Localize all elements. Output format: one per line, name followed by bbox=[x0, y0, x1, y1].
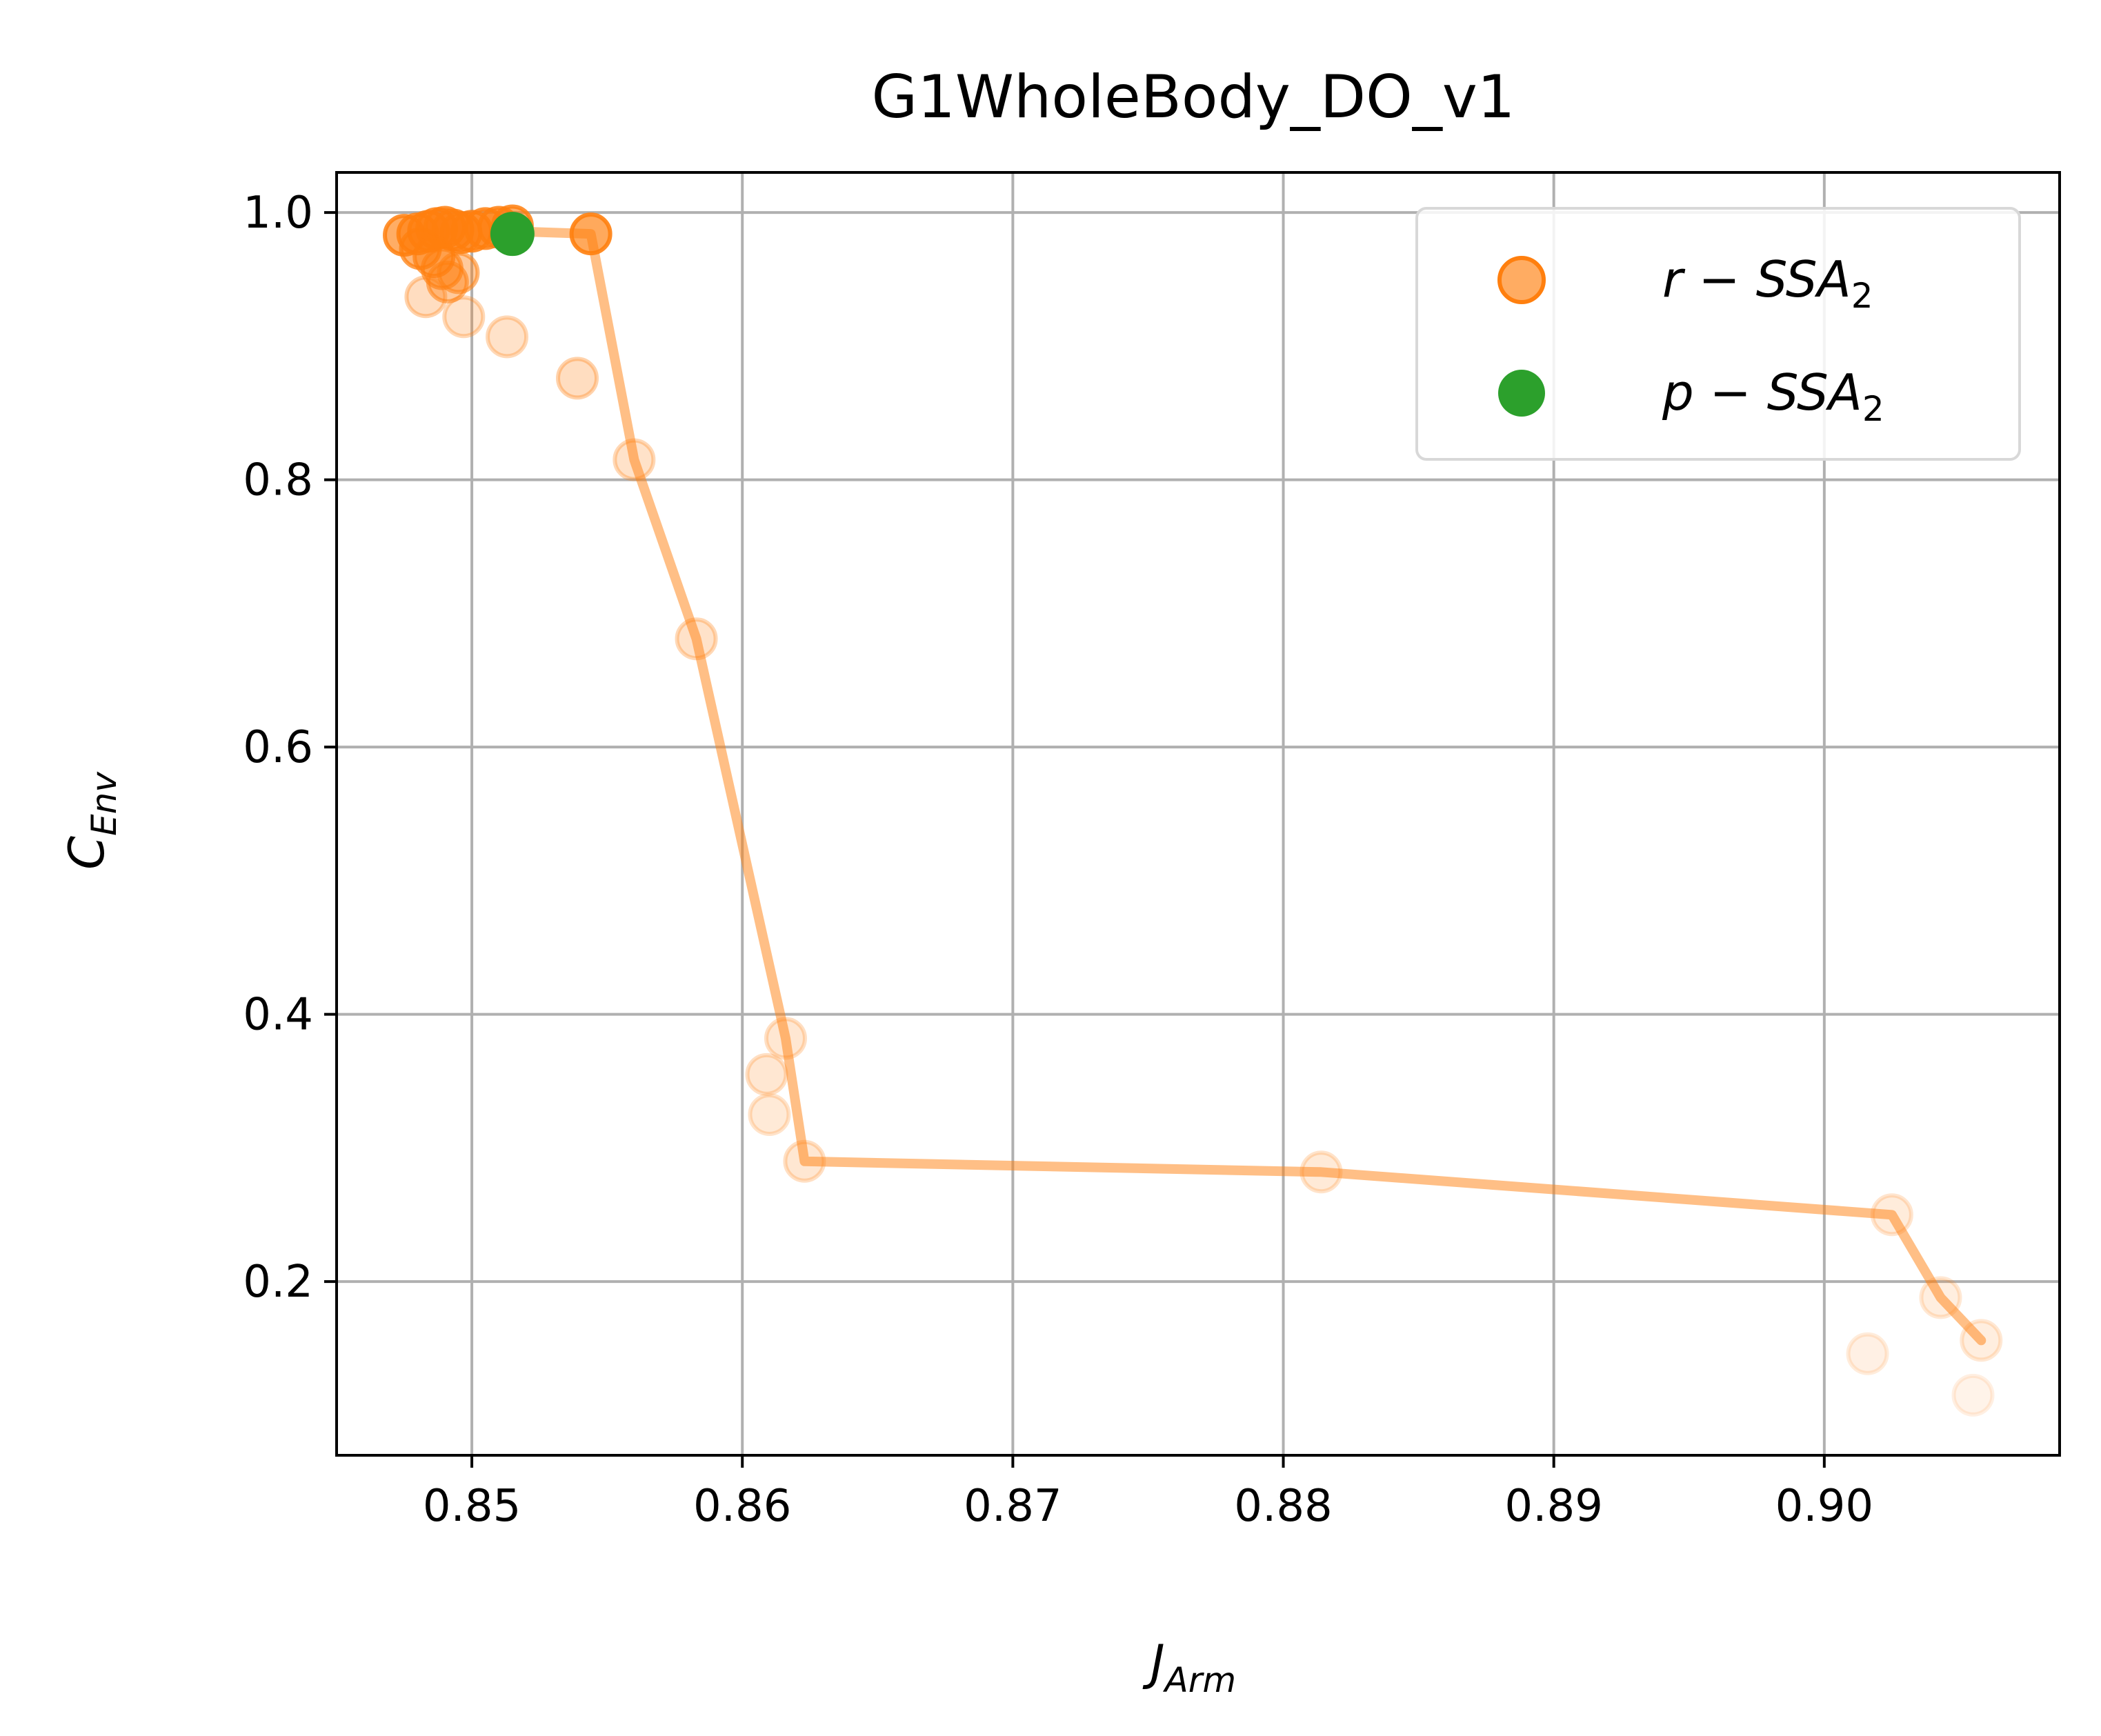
y-tick-label: 0.2 bbox=[243, 1257, 313, 1308]
x-tick-label: 0.87 bbox=[964, 1481, 1062, 1532]
x-axis-label-sub: Arm bbox=[1163, 1660, 1236, 1700]
x-tick-label: 0.88 bbox=[1234, 1481, 1333, 1532]
legend-label-r-ssa: r − SSA2 bbox=[1662, 250, 1873, 316]
legend-label-p-ssa: p − SSA2 bbox=[1662, 363, 1884, 429]
r-ssa-point bbox=[613, 438, 656, 481]
data-points bbox=[383, 204, 2003, 1417]
r-ssa-point bbox=[1919, 1276, 1962, 1319]
x-tick-label: 0.89 bbox=[1504, 1481, 1603, 1532]
r-ssa-point bbox=[1870, 1193, 1913, 1237]
r-ssa-point bbox=[1846, 1332, 1889, 1375]
y-axis-label-main: C bbox=[59, 836, 115, 870]
r-ssa-point bbox=[1951, 1373, 1995, 1417]
pareto-front-path bbox=[507, 226, 1987, 1346]
y-tick-label: 1.0 bbox=[243, 188, 313, 239]
legend-box bbox=[1415, 207, 2021, 461]
r-ssa-point bbox=[442, 295, 486, 339]
r-ssa-point bbox=[569, 212, 613, 256]
legend-marker-p-ssa bbox=[1498, 370, 1545, 417]
legend: r − SSA2 p − SSA2 bbox=[1415, 207, 2021, 461]
r-ssa-point bbox=[783, 1139, 826, 1183]
y-tick-label: 0.8 bbox=[243, 455, 313, 506]
p-ssa-point bbox=[490, 212, 535, 257]
r-ssa-point bbox=[437, 251, 480, 295]
x-tick-label: 0.85 bbox=[423, 1481, 521, 1532]
x-tick-label: 0.86 bbox=[693, 1481, 792, 1532]
legend-label-r-ssa-sub: 2 bbox=[1851, 276, 1873, 316]
y-tick-label: 0.4 bbox=[243, 990, 313, 1041]
r-ssa-point bbox=[556, 357, 599, 400]
legend-item-p-ssa: p − SSA2 bbox=[1498, 363, 1884, 429]
pareto-front-line bbox=[507, 226, 1987, 1346]
y-axis-label-sub: Env bbox=[84, 771, 124, 836]
legend-item-r-ssa: r − SSA2 bbox=[1497, 250, 1873, 316]
chart-title: G1WholeBody_DO_v1 bbox=[872, 63, 1515, 132]
y-axis-label: CEnv bbox=[59, 771, 124, 870]
r-ssa-point bbox=[745, 1052, 788, 1096]
r-ssa-point bbox=[1300, 1150, 1343, 1194]
r-ssa-point bbox=[675, 617, 718, 661]
plot-area-frame bbox=[335, 171, 2061, 1457]
r-ssa-point bbox=[764, 1017, 807, 1060]
legend-label-p-ssa-sub: 2 bbox=[1862, 389, 1884, 429]
y-tick-label: 0.6 bbox=[243, 722, 313, 773]
y-axis-ticks: 0.2 0.4 0.6 0.8 1.0 bbox=[243, 188, 337, 1308]
r-ssa-point bbox=[404, 275, 448, 319]
legend-label-p-ssa-main: p − SSA bbox=[1662, 363, 1862, 421]
legend-marker-r-ssa bbox=[1497, 256, 1546, 304]
r-ssa-point bbox=[486, 315, 529, 359]
r-ssa-point bbox=[1960, 1319, 2003, 1362]
r-ssa-point bbox=[748, 1093, 791, 1136]
legend-label-r-ssa-main: r − SSA bbox=[1662, 250, 1851, 308]
x-axis-ticks: 0.85 0.86 0.87 0.88 0.89 0.90 bbox=[423, 1455, 1873, 1532]
x-tick-label: 0.90 bbox=[1775, 1481, 1874, 1532]
